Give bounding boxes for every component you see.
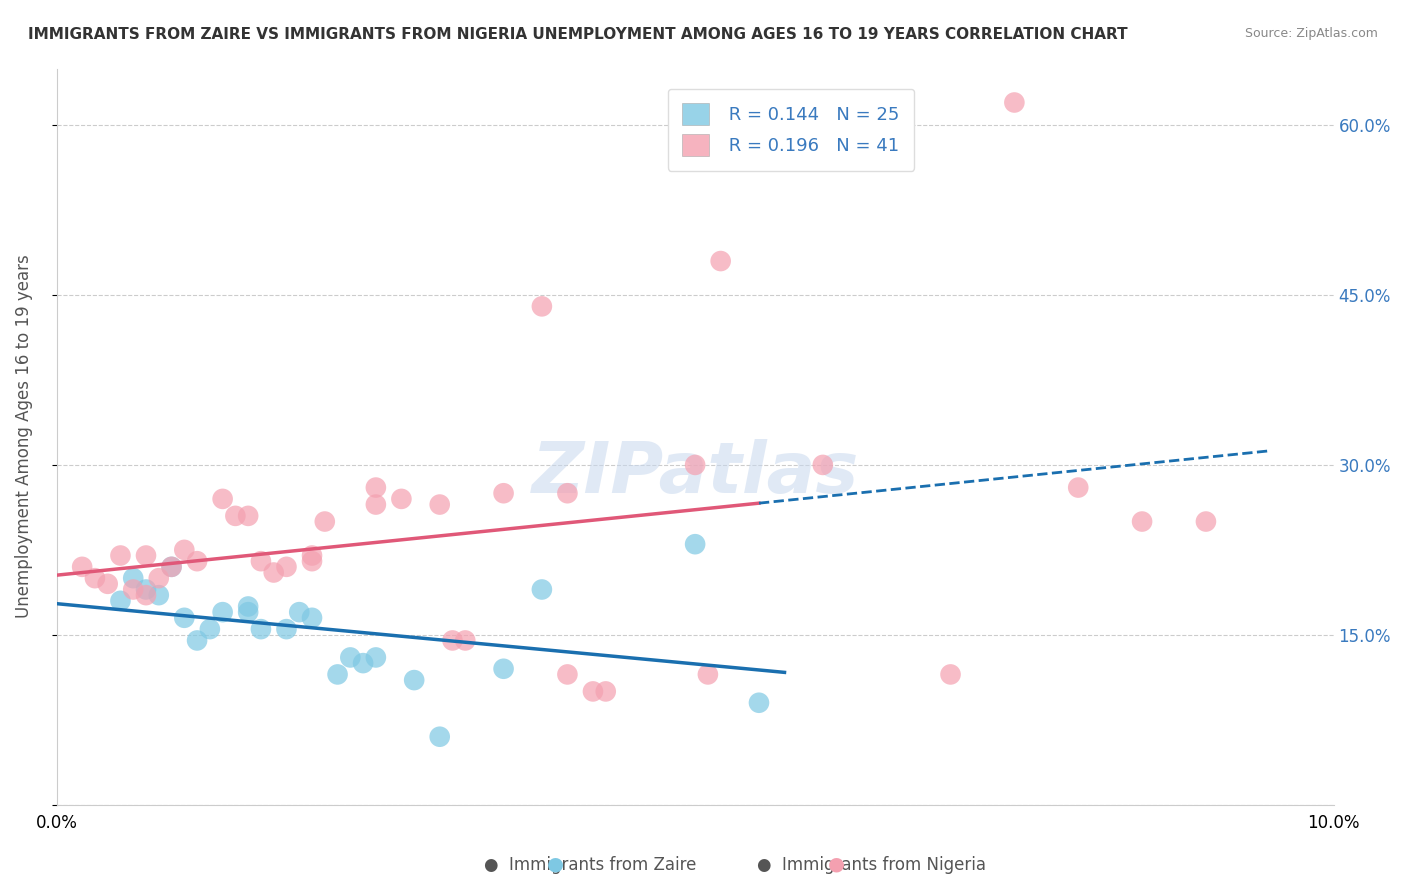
Text: ●  Immigrants from Nigeria: ● Immigrants from Nigeria [758,855,986,873]
Point [110,594,132,608]
Point [352,656,374,670]
Point [326,667,349,681]
Point [173,611,195,625]
Point [250,554,273,568]
Point [276,622,298,636]
Point [748,696,770,710]
Point [211,491,233,506]
Point [186,633,208,648]
Point [429,498,451,512]
Point [339,650,361,665]
Point [70,559,93,574]
Point [135,549,157,563]
Point [557,486,579,500]
Point [1195,515,1218,529]
Point [148,571,170,585]
Point [160,559,183,574]
Point [530,582,553,597]
Point [250,622,273,636]
Point [582,684,605,698]
Point [148,588,170,602]
Point [198,622,221,636]
Point [557,667,579,681]
Point [364,650,387,665]
Text: ●  Immigrants from Zaire: ● Immigrants from Zaire [484,855,697,873]
Point [135,582,157,597]
Point [84,571,107,585]
Point [364,498,387,512]
Text: Source: ZipAtlas.com: Source: ZipAtlas.com [1244,27,1378,40]
Point [683,537,706,551]
Legend:  R = 0.144   N = 25,  R = 0.196   N = 41: R = 0.144 N = 25, R = 0.196 N = 41 [668,88,914,170]
Point [160,559,183,574]
Point [595,684,617,698]
Point [683,458,706,472]
Point [301,554,323,568]
Point [710,254,733,268]
Point [301,549,323,563]
Point [1002,95,1025,110]
Point [492,662,515,676]
Point [263,566,285,580]
Text: ●: ● [828,855,845,873]
Point [238,508,260,523]
Text: IMMIGRANTS FROM ZAIRE VS IMMIGRANTS FROM NIGERIA UNEMPLOYMENT AMONG AGES 16 TO 1: IMMIGRANTS FROM ZAIRE VS IMMIGRANTS FROM… [28,27,1128,42]
Point [492,486,515,500]
Text: ●: ● [547,855,564,873]
Point [1130,515,1153,529]
Point [211,605,233,619]
Point [441,633,464,648]
Point [122,571,145,585]
Text: ZIPatlas: ZIPatlas [531,439,859,508]
Point [364,481,387,495]
Point [224,508,246,523]
Y-axis label: Unemployment Among Ages 16 to 19 years: Unemployment Among Ages 16 to 19 years [15,255,32,618]
Point [186,554,208,568]
Point [110,549,132,563]
Point [173,542,195,557]
Point [696,667,718,681]
Point [530,299,553,313]
Point [122,582,145,597]
Point [301,611,323,625]
Point [238,605,260,619]
Point [429,730,451,744]
Point [389,491,412,506]
Point [1067,481,1090,495]
Point [276,559,298,574]
Point [454,633,477,648]
Point [238,599,260,614]
Point [97,577,120,591]
Point [135,588,157,602]
Point [314,515,336,529]
Point [404,673,426,687]
Point [811,458,834,472]
Point [288,605,311,619]
Point [939,667,962,681]
